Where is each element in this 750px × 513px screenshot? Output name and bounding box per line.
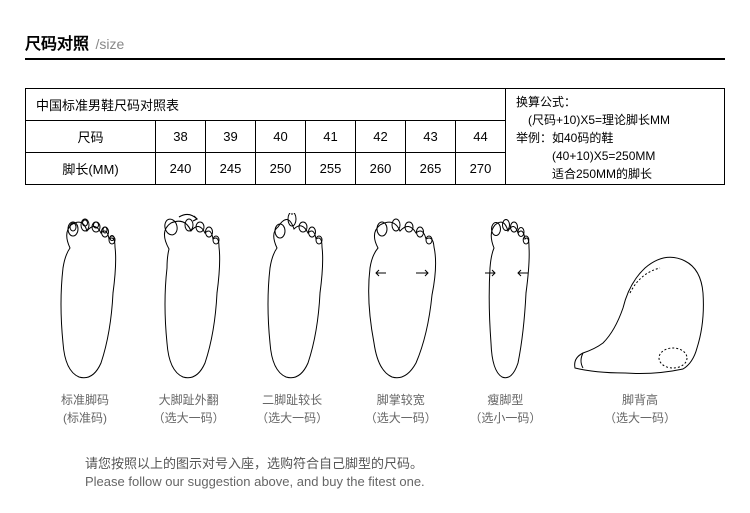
size-row: 中国标准男鞋尺码对照表 尺码 38 39 40 41 42 43 44 脚长(M… bbox=[25, 88, 725, 185]
size-cell: 41 bbox=[306, 121, 356, 153]
foot-label: 二脚趾较长 bbox=[262, 393, 322, 407]
foot-narrow-icon bbox=[470, 213, 540, 383]
table-title: 中国标准男鞋尺码对照表 bbox=[26, 89, 506, 121]
foot-sublabel: （选大一码） bbox=[256, 411, 328, 425]
foot-sublabel: （选大一码） bbox=[153, 411, 225, 425]
header-title-en: /size bbox=[95, 36, 124, 52]
size-cell: 40 bbox=[256, 121, 306, 153]
note-cn: 请您按照以上的图示对号入座，选购符合自己脚型的尺码。 bbox=[85, 453, 725, 472]
foot-sublabel: （选小一码） bbox=[469, 411, 541, 425]
foot-label: 瘦脚型 bbox=[487, 393, 523, 407]
foot-instep-icon bbox=[565, 213, 715, 383]
foot-item-second-toe-long: 二脚趾较长 （选大一码） bbox=[252, 213, 332, 427]
foot-wide-icon bbox=[356, 213, 446, 383]
note-en: Please follow our suggestion above, and … bbox=[85, 474, 725, 489]
section-header: 尺码对照 /size bbox=[25, 30, 725, 60]
length-cell: 240 bbox=[156, 153, 206, 185]
foot-label: 大脚趾外翻 bbox=[159, 393, 219, 407]
length-cell: 245 bbox=[206, 153, 256, 185]
length-cell: 265 bbox=[406, 153, 456, 185]
length-cell: 270 bbox=[456, 153, 506, 185]
foot-item-standard: 标准脚码 (标准码) bbox=[45, 213, 125, 427]
table-row-lengths: 脚长(MM) 240 245 250 255 260 265 270 bbox=[26, 153, 506, 185]
size-cell: 39 bbox=[206, 121, 256, 153]
foot-sublabel: (标准码) bbox=[63, 411, 107, 425]
formula-box: 换算公式： (尺码+10)X5=理论脚长MM 举例：如40码的鞋 (40+10)… bbox=[506, 88, 725, 185]
foot-item-high-instep: 脚背高 （选大一码） bbox=[565, 213, 715, 427]
bottom-note: 请您按照以上的图示对号入座，选购符合自己脚型的尺码。 Please follow… bbox=[25, 453, 725, 489]
size-cell: 44 bbox=[456, 121, 506, 153]
foot-item-bigtoe-out: 大脚趾外翻 （选大一码） bbox=[149, 213, 229, 427]
size-cell: 43 bbox=[406, 121, 456, 153]
foot-types-row: 标准脚码 (标准码) 大脚趾外翻 （选大一码） bbox=[25, 213, 725, 427]
size-table: 中国标准男鞋尺码对照表 尺码 38 39 40 41 42 43 44 脚长(M… bbox=[25, 88, 506, 185]
length-cell: 260 bbox=[356, 153, 406, 185]
formula-line: (40+10)X5=250MM bbox=[516, 147, 716, 165]
formula-line: 适合250MM的脚长 bbox=[516, 165, 716, 183]
formula-line: 换算公式： bbox=[516, 93, 716, 111]
row-label-size: 尺码 bbox=[26, 121, 156, 153]
size-cell: 42 bbox=[356, 121, 406, 153]
row-label-length: 脚长(MM) bbox=[26, 153, 156, 185]
length-cell: 250 bbox=[256, 153, 306, 185]
formula-line: 举例：如40码的鞋 bbox=[516, 129, 716, 147]
length-cell: 255 bbox=[306, 153, 356, 185]
foot-item-wide: 脚掌较宽 （选大一码） bbox=[356, 213, 446, 427]
foot-item-narrow: 瘦脚型 （选小一码） bbox=[469, 213, 541, 427]
foot-sublabel: （选大一码） bbox=[365, 411, 437, 425]
foot-bigtoe-icon bbox=[149, 213, 229, 383]
formula-line: (尺码+10)X5=理论脚长MM bbox=[516, 111, 716, 129]
foot-standard-icon bbox=[45, 213, 125, 383]
table-row-sizes: 尺码 38 39 40 41 42 43 44 bbox=[26, 121, 506, 153]
foot-label: 脚掌较宽 bbox=[377, 393, 425, 407]
size-cell: 38 bbox=[156, 121, 206, 153]
header-title-cn: 尺码对照 bbox=[25, 36, 89, 53]
foot-label: 标准脚码 bbox=[61, 393, 109, 407]
foot-label: 脚背高 bbox=[622, 393, 658, 407]
foot-secondtoe-icon bbox=[252, 213, 332, 383]
foot-sublabel: （选大一码） bbox=[604, 411, 676, 425]
